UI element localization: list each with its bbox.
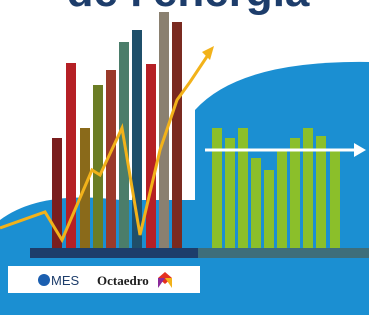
logo-left: MES [51, 273, 80, 288]
logo-mark [38, 274, 50, 286]
baseline-right [198, 248, 369, 258]
blue-strip [0, 293, 369, 315]
title: de l'energia [67, 0, 310, 16]
baseline-left [30, 248, 198, 258]
logo-right: Octaedro [97, 273, 149, 288]
cover: de l'energia MES Octaedro [0, 0, 369, 315]
